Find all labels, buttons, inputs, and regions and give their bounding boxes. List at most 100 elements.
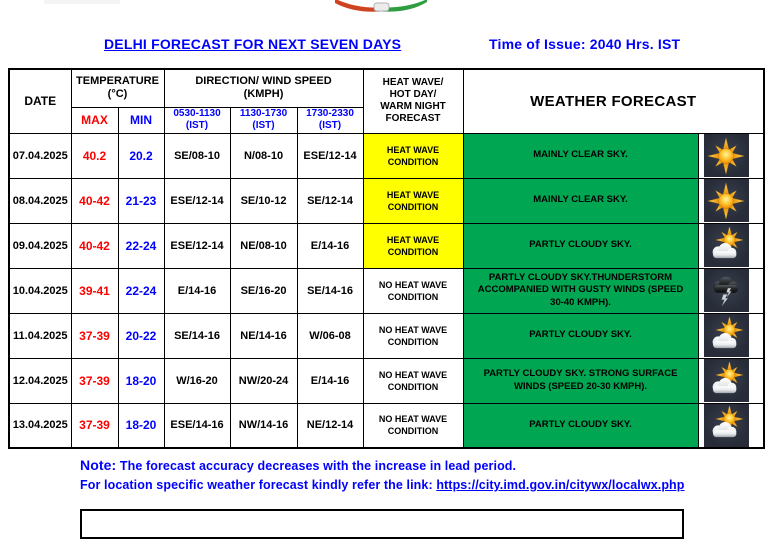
note-text: The forecast accuracy decreases with the… xyxy=(119,459,517,473)
wind-morning-cell: SE/14-16 xyxy=(163,312,231,359)
note: Note: The forecast accuracy decreases wi… xyxy=(80,456,685,495)
wind-afternoon-cell: NW/20-24 xyxy=(229,357,298,404)
min-temp-cell: 18-20 xyxy=(117,402,165,449)
page-edge-artifact xyxy=(44,0,120,4)
storm-cloud-icon xyxy=(713,276,739,306)
min-temp-cell: 22-24 xyxy=(117,267,165,314)
forecast-cell: MAINLY CLEAR SKY. xyxy=(462,132,699,179)
heatwave-cell: HEAT WAVE CONDITION xyxy=(362,177,464,224)
header-wind: DIRECTION/ WIND SPEED (KMPH) xyxy=(163,68,364,108)
wind-evening-cell: ESE/12-14 xyxy=(296,132,364,179)
weather-icon-cell xyxy=(697,312,765,359)
header-slot-morning: 0530-1130 (IST) xyxy=(163,106,231,134)
table-row: 13.04.2025 37-39 18-20 ESE/14-16 NW/14-1… xyxy=(8,402,765,449)
weather-icon-cell xyxy=(697,132,765,179)
min-temp-cell: 18-20 xyxy=(117,357,165,404)
sun-behind-cloud-icon xyxy=(712,316,744,348)
header-max: MAX xyxy=(70,106,119,134)
note-label: Note: xyxy=(80,457,117,473)
wind-morning-cell: ESE/14-16 xyxy=(163,402,231,449)
date-cell: 09.04.2025 xyxy=(8,222,72,269)
sun-icon xyxy=(707,182,745,219)
note-line1: Note: The forecast accuracy decreases wi… xyxy=(80,456,685,476)
min-temp-cell: 22-24 xyxy=(117,222,165,269)
forecast-cell: PARTLY CLOUDY SKY. xyxy=(462,402,699,449)
imd-logo-partial xyxy=(335,0,427,12)
wind-afternoon-cell: NE/14-16 xyxy=(229,312,298,359)
wind-afternoon-cell: SE/10-12 xyxy=(229,177,298,224)
table-row: 09.04.2025 40-42 22-24 ESE/12-14 NE/08-1… xyxy=(8,222,765,269)
weather-icon-cell xyxy=(697,177,765,224)
table-row: 08.04.2025 40-42 21-23 ESE/12-14 SE/10-1… xyxy=(8,177,765,224)
heatwave-cell: HEAT WAVE CONDITION xyxy=(362,132,464,179)
weather-icon-cell xyxy=(697,357,765,404)
bottom-section-box xyxy=(80,509,684,539)
max-temp-cell: 37-39 xyxy=(70,357,119,404)
weather-icon xyxy=(703,269,749,312)
wind-afternoon-cell: NW/14-16 xyxy=(229,402,298,449)
table-row: 12.04.2025 37-39 18-20 W/16-20 NW/20-24 … xyxy=(8,357,765,404)
max-temp-cell: 40-42 xyxy=(70,222,119,269)
wind-morning-cell: ESE/12-14 xyxy=(163,177,231,224)
weather-icon xyxy=(703,179,749,222)
sun-behind-cloud-icon xyxy=(712,226,744,258)
header-weather: WEATHER FORECAST xyxy=(462,68,765,134)
wind-morning-cell: ESE/12-14 xyxy=(163,222,231,269)
weather-icon-cell xyxy=(697,267,765,314)
forecast-link[interactable]: https://city.imd.gov.in/citywx/localwx.p… xyxy=(436,478,685,492)
table-row: 10.04.2025 39-41 22-24 E/14-16 SE/16-20 … xyxy=(8,267,765,314)
header-heatwave: HEAT WAVE/ HOT DAY/ WARM NIGHT FORECAST xyxy=(362,68,464,134)
date-cell: 12.04.2025 xyxy=(8,357,72,404)
max-temp-cell: 39-41 xyxy=(70,267,119,314)
wind-evening-cell: W/06-08 xyxy=(296,312,364,359)
header-temperature: TEMPERATURE (°C) xyxy=(70,68,165,108)
wind-evening-cell: SE/12-14 xyxy=(296,177,364,224)
header-slot-evening: 1730-2330 (IST) xyxy=(296,106,364,134)
heatwave-cell: NO HEAT WAVE CONDITION xyxy=(362,402,464,449)
table-row: 11.04.2025 37-39 20-22 SE/14-16 NE/14-16… xyxy=(8,312,765,359)
weather-icon-cell xyxy=(697,402,765,449)
wind-morning-cell: W/16-20 xyxy=(163,357,231,404)
forecast-cell: MAINLY CLEAR SKY. xyxy=(462,177,699,224)
weather-icon xyxy=(703,134,749,177)
min-temp-cell: 20.2 xyxy=(117,132,165,179)
wind-afternoon-cell: SE/16-20 xyxy=(229,267,298,314)
max-temp-cell: 37-39 xyxy=(70,402,119,449)
weather-icon xyxy=(703,359,749,402)
page-title: DELHI FORECAST FOR NEXT SEVEN DAYS xyxy=(104,36,402,52)
weather-icon xyxy=(703,224,749,267)
wind-afternoon-cell: NE/08-10 xyxy=(229,222,298,269)
date-cell: 08.04.2025 xyxy=(8,177,72,224)
wind-evening-cell: E/14-16 xyxy=(296,357,364,404)
max-temp-cell: 40.2 xyxy=(70,132,119,179)
wind-afternoon-cell: N/08-10 xyxy=(229,132,298,179)
forecast-table: DATE TEMPERATURE (°C) DIRECTION/ WIND SP… xyxy=(8,68,766,449)
max-temp-cell: 37-39 xyxy=(70,312,119,359)
note-line2: For location specific weather forecast k… xyxy=(80,476,685,495)
heatwave-cell: NO HEAT WAVE CONDITION xyxy=(362,357,464,404)
header-slot-afternoon: 1130-1730 (IST) xyxy=(229,106,298,134)
wind-evening-cell: NE/12-14 xyxy=(296,402,364,449)
table-row: 07.04.2025 40.2 20.2 SE/08-10 N/08-10 ES… xyxy=(8,132,765,179)
forecast-cell: PARTLY CLOUDY SKY. xyxy=(462,312,699,359)
weather-icon-cell xyxy=(697,222,765,269)
heatwave-cell: NO HEAT WAVE CONDITION xyxy=(362,312,464,359)
wind-evening-cell: E/14-16 xyxy=(296,222,364,269)
header-min: MIN xyxy=(117,106,165,134)
heatwave-cell: HEAT WAVE CONDITION xyxy=(362,222,464,269)
wind-evening-cell: SE/14-16 xyxy=(296,267,364,314)
note-link-prefix: For location specific weather forecast k… xyxy=(80,478,433,492)
sun-behind-cloud-icon xyxy=(712,406,744,438)
forecast-cell: PARTLY CLOUDY SKY. STRONG SURFACE WINDS … xyxy=(462,357,699,404)
forecast-cell: PARTLY CLOUDY SKY. xyxy=(462,222,699,269)
heatwave-cell: NO HEAT WAVE CONDITION xyxy=(362,267,464,314)
date-cell: 13.04.2025 xyxy=(8,402,72,449)
date-cell: 10.04.2025 xyxy=(8,267,72,314)
weather-icon xyxy=(703,314,749,357)
time-of-issue: Time of Issue: 2040 Hrs. IST xyxy=(489,36,681,52)
date-cell: 11.04.2025 xyxy=(8,312,72,359)
header-date: DATE xyxy=(8,68,72,134)
date-cell: 07.04.2025 xyxy=(8,132,72,179)
wind-morning-cell: SE/08-10 xyxy=(163,132,231,179)
wind-morning-cell: E/14-16 xyxy=(163,267,231,314)
